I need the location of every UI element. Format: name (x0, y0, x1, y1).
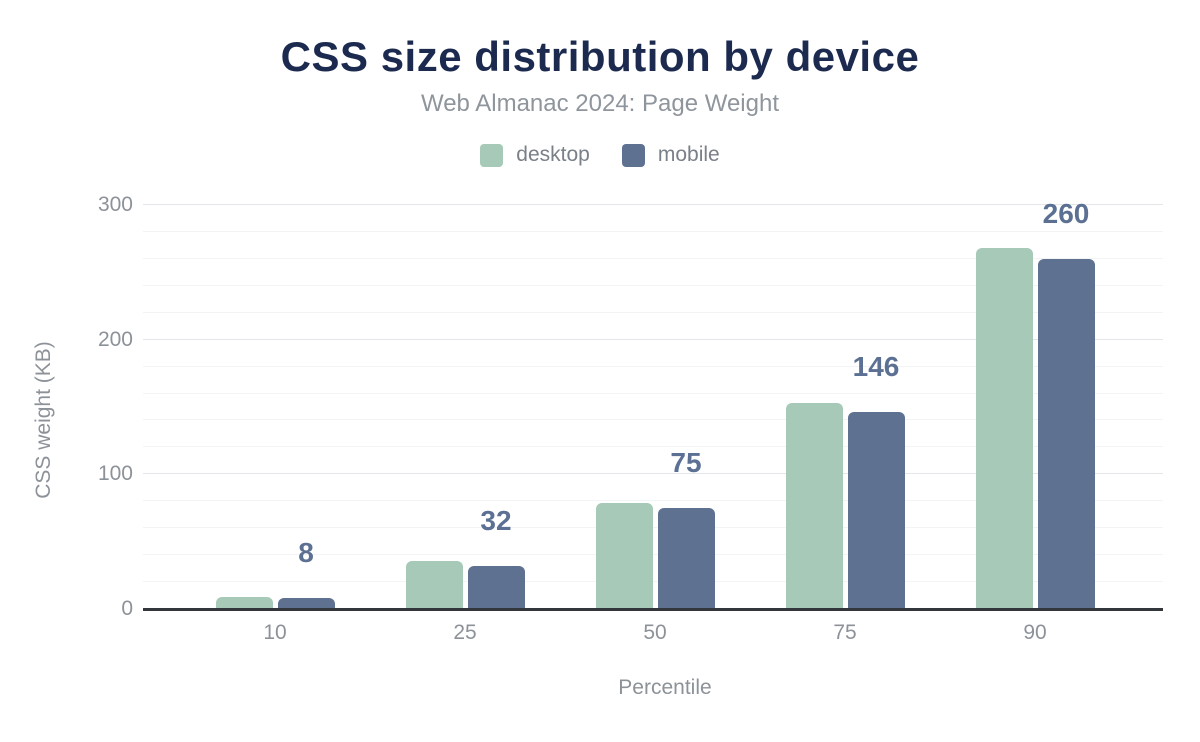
minor-gridline (143, 230, 1163, 232)
bar-desktop-p90 (975, 248, 1033, 609)
minor-gridline (143, 527, 1163, 529)
minor-gridline (143, 257, 1163, 259)
x-tick-label-25: 25 (453, 621, 477, 644)
minor-gridline (143, 554, 1163, 556)
legend-swatch-desktop (480, 143, 504, 167)
bar-desktop-p25 (405, 560, 463, 609)
bar-desktop-p75 (785, 402, 843, 609)
value-label-mobile-p25: 32 (480, 504, 512, 536)
legend-item-desktop: desktop (480, 143, 590, 167)
y-tick-label-100: 100 (97, 462, 133, 486)
minor-gridline (143, 446, 1163, 448)
value-label-mobile-p90: 260 (1042, 197, 1090, 229)
minor-gridline (143, 311, 1163, 313)
x-tick-label-10: 10 (263, 621, 287, 644)
minor-gridline (143, 419, 1163, 421)
minor-gridline (143, 581, 1163, 583)
bar-desktop-p10 (215, 596, 273, 609)
value-label-mobile-p10: 8 (298, 537, 314, 569)
x-tick-label-75: 75 (833, 621, 857, 644)
major-gridline (143, 473, 1163, 475)
x-axis-title: Percentile (618, 676, 712, 699)
x-tick-label-90: 90 (1023, 621, 1047, 644)
plot-area: 8 32 75 146 260 (143, 198, 1163, 611)
bar-mobile-p50 (657, 508, 715, 609)
y-axis-title: CSS weight (KB) (32, 341, 55, 499)
x-tick-label-50: 50 (643, 621, 667, 644)
y-tick-label-200: 200 (97, 327, 133, 351)
legend-label-desktop: desktop (516, 143, 590, 166)
bar-mobile-p90 (1037, 258, 1095, 609)
legend-label-mobile: mobile (657, 143, 720, 166)
bar-desktop-p50 (595, 502, 653, 609)
legend-item-mobile: mobile (621, 143, 720, 167)
chart-title: CSS size distribution by device (280, 33, 920, 80)
major-gridline (143, 338, 1163, 340)
value-label-mobile-p50: 75 (670, 447, 702, 478)
legend: desktop mobile (0, 143, 1200, 167)
minor-gridline (143, 500, 1163, 502)
y-tick-label-0: 0 (121, 597, 133, 620)
y-tick-label-300: 300 (97, 193, 133, 216)
minor-gridline (143, 392, 1163, 394)
bar-mobile-p75 (847, 412, 905, 609)
bar-mobile-p25 (467, 565, 525, 609)
major-gridline (143, 204, 1163, 205)
value-label-mobile-p75: 146 (852, 351, 900, 383)
chart-subtitle: Web Almanac 2024: Page Weight (420, 90, 779, 117)
x-axis-line (143, 608, 1163, 611)
minor-gridline (143, 284, 1163, 286)
bar-mobile-p10 (277, 598, 335, 609)
minor-gridline (143, 365, 1163, 367)
legend-swatch-mobile (621, 143, 645, 167)
